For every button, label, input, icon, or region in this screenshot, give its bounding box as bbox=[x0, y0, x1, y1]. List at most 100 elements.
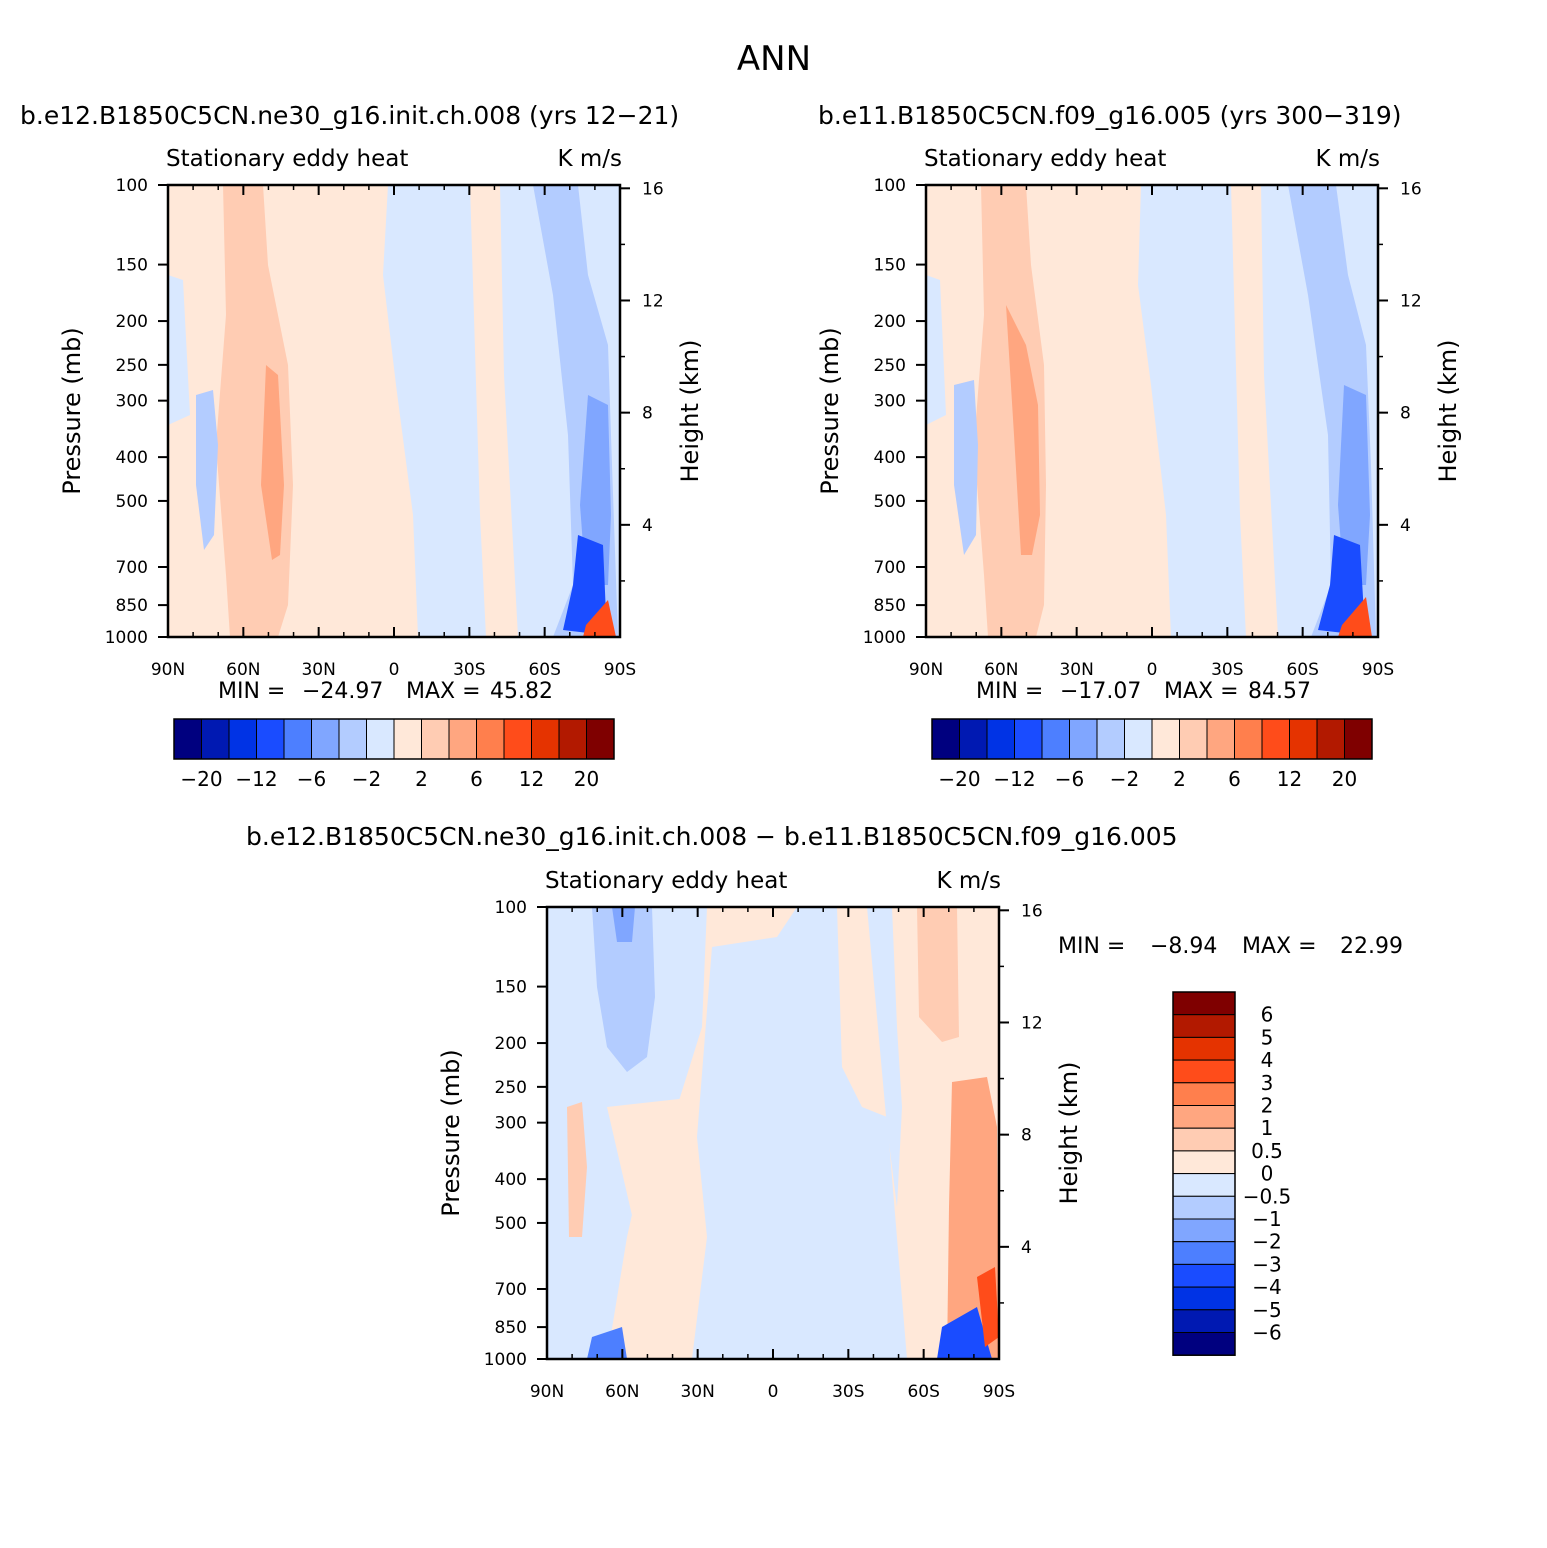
colorbar-swatch bbox=[586, 718, 615, 760]
panel-3-max-value: 22.99 bbox=[1340, 934, 1403, 959]
panel-1-ylabel: Pressure (mb) bbox=[58, 327, 86, 494]
panel-2-min-label: MIN = bbox=[976, 679, 1043, 704]
panel-3-ytick-label: 250 bbox=[495, 1078, 527, 1098]
panel-2-ytick-label: 200 bbox=[874, 312, 906, 332]
panel-2-fill-sh-cool3 bbox=[1318, 535, 1364, 633]
colorbar-frame bbox=[931, 718, 1373, 760]
colorbar-swatch bbox=[531, 718, 560, 760]
panel-1-fill-nh-cool bbox=[196, 390, 218, 550]
panel-1-xtick-label: 60S bbox=[528, 660, 560, 680]
panel-3-fill-cool-top bbox=[592, 907, 655, 1072]
colorbar-swatch bbox=[1172, 1173, 1236, 1197]
panel-1-title: b.e12.B1850C5CN.ne30_g16.init.ch.008 (yr… bbox=[20, 101, 679, 130]
panel-3-fill-warm-west bbox=[567, 1102, 587, 1237]
panel-3-xtick-label: 0 bbox=[768, 1382, 779, 1402]
panel-3-title: b.e12.B1850C5CN.ne30_g16.init.ch.008 − b… bbox=[246, 822, 1178, 851]
panel-3-y2tick-label: 4 bbox=[1021, 1238, 1032, 1258]
panel-1-y2tick-label: 16 bbox=[642, 179, 664, 199]
panel-1-ytick-label: 1000 bbox=[105, 628, 148, 648]
colorbar-swatch bbox=[201, 718, 230, 760]
panel-2-xtick-label: 90S bbox=[1362, 660, 1394, 680]
panel-3-fill-cool-eq bbox=[692, 907, 907, 1359]
colorbar-label: −6 bbox=[1252, 1321, 1281, 1345]
colorbar-label: −2 bbox=[1110, 767, 1139, 791]
panel-2: b.e11.B1850C5CN.f09_g16.005 (yrs 300−319… bbox=[816, 101, 1462, 791]
panel-1-ytick-label: 850 bbox=[116, 596, 148, 616]
colorbar-swatch bbox=[283, 718, 312, 760]
panel-1-fill-sh-surface bbox=[583, 600, 616, 637]
panel-1-xtick-label: 30S bbox=[453, 660, 485, 680]
colorbar-label: 20 bbox=[574, 767, 599, 791]
panel-2-fill-eq-warm bbox=[1231, 185, 1278, 637]
colorbar-swatch bbox=[1172, 1082, 1236, 1107]
panel-1-xtick-label: 90S bbox=[604, 660, 636, 680]
panel-2-y2tick-label: 8 bbox=[1400, 404, 1411, 424]
colorbar-label: 0.5 bbox=[1251, 1139, 1283, 1163]
panel-3-xtick-label: 90N bbox=[530, 1382, 564, 1402]
colorbar-swatch bbox=[1172, 1263, 1236, 1288]
panel-2-ytick-label: 400 bbox=[874, 448, 906, 468]
colorbar-swatch bbox=[1261, 718, 1290, 760]
colorbar-swatch bbox=[1172, 1105, 1236, 1129]
panel-2-units: K m/s bbox=[1315, 146, 1380, 172]
panel-3-y2tick-label: 12 bbox=[1021, 1013, 1043, 1033]
panel-3-fill-cool-top2 bbox=[612, 907, 635, 942]
panel-3-ytick-label: 200 bbox=[495, 1034, 527, 1054]
colorbar-label: 6 bbox=[1261, 1003, 1274, 1027]
panel-1-ytick-label: 150 bbox=[116, 256, 148, 276]
panel-2-fill-sh-surface bbox=[1338, 597, 1372, 637]
panel-2-fill-sh-cool2 bbox=[1338, 385, 1370, 585]
colorbar-swatch bbox=[311, 718, 340, 760]
panel-1-y2tick-label: 8 bbox=[642, 404, 653, 424]
colorbar-label: 3 bbox=[1261, 1071, 1274, 1095]
panel-1: b.e12.B1850C5CN.ne30_g16.init.ch.008 (yr… bbox=[20, 101, 704, 791]
colorbar-swatch bbox=[1179, 718, 1208, 760]
panel-2-max-value: 84.57 bbox=[1248, 679, 1311, 704]
colorbar-label: −20 bbox=[938, 767, 980, 791]
panel-3-ytick-label: 500 bbox=[495, 1214, 527, 1234]
panel-3-fill-warm-sh bbox=[917, 907, 959, 1042]
colorbar-swatch bbox=[448, 718, 477, 760]
colorbar-swatch bbox=[393, 718, 422, 760]
panel-3-xtick-label: 60N bbox=[605, 1382, 639, 1402]
panel-3-units: K m/s bbox=[936, 868, 1001, 894]
panel-3-y2label: Height (km) bbox=[1055, 1062, 1083, 1205]
panel-2-xtick-label: 90N bbox=[909, 660, 943, 680]
colorbar-label: 20 bbox=[1332, 767, 1357, 791]
panel-2-ytick-label: 250 bbox=[874, 356, 906, 376]
colorbar-label: 6 bbox=[470, 767, 483, 791]
colorbar-swatch bbox=[1069, 718, 1098, 760]
panel-2-xtick-label: 30S bbox=[1211, 660, 1243, 680]
panel-2-y2tick-label: 4 bbox=[1400, 516, 1411, 536]
colorbar-swatch bbox=[1172, 1241, 1236, 1265]
colorbar-frame bbox=[1172, 991, 1236, 1356]
panel-3-fill-surface-cool bbox=[937, 1307, 992, 1359]
panel-3-fill-warm-mid bbox=[607, 1097, 717, 1359]
panel-3-y2tick-label: 16 bbox=[1021, 901, 1043, 921]
panel-1-variable: Stationary eddy heat bbox=[166, 146, 408, 172]
colorbar-label: −12 bbox=[235, 767, 277, 791]
colorbar-swatch bbox=[1172, 1036, 1236, 1061]
colorbar-label: 5 bbox=[1261, 1025, 1274, 1049]
colorbar-label: 6 bbox=[1228, 767, 1241, 791]
colorbar-label: 4 bbox=[1261, 1048, 1274, 1072]
colorbar-swatch bbox=[366, 718, 395, 760]
colorbar-swatch bbox=[1172, 1014, 1236, 1038]
colorbar-swatch bbox=[1014, 718, 1043, 760]
colorbar-label: 12 bbox=[519, 767, 544, 791]
colorbar-swatch bbox=[338, 718, 367, 760]
colorbar-swatch bbox=[558, 718, 587, 760]
colorbar-swatch bbox=[931, 718, 960, 760]
panel-1-contours bbox=[168, 185, 618, 637]
colorbar-swatch bbox=[986, 718, 1015, 760]
panel-2-xtick-label: 60N bbox=[984, 660, 1018, 680]
colorbar-label: −1 bbox=[1252, 1207, 1281, 1231]
panel-2-y2tick-label: 16 bbox=[1400, 179, 1422, 199]
panel-1-y2label: Height (km) bbox=[676, 340, 704, 483]
panel-3-ylabel: Pressure (mb) bbox=[437, 1049, 465, 1216]
colorbar-label: −2 bbox=[352, 767, 381, 791]
colorbar-label: −6 bbox=[297, 767, 326, 791]
panel-2-ylabel: Pressure (mb) bbox=[816, 327, 844, 494]
panel-2-axes: 90N 60N 30N 0 30S 60S 90S 100 150 200 250 300 400 500… bbox=[816, 176, 1462, 680]
